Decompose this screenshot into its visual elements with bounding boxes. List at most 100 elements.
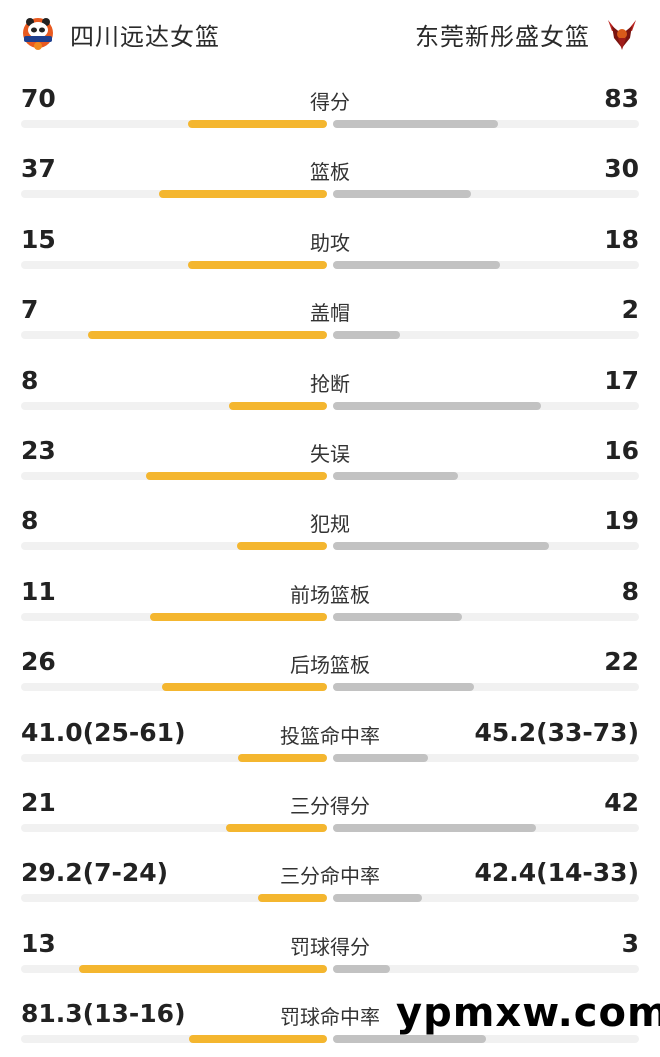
stat-label: 助攻 xyxy=(310,230,350,255)
home-stat-value: 13 xyxy=(21,928,56,958)
away-stat-value: 16 xyxy=(604,435,639,465)
away-stat-bar xyxy=(333,753,428,762)
away-stat-track xyxy=(333,683,639,692)
home-stat-value: 81.3(13-16) xyxy=(21,999,186,1029)
home-stat-track xyxy=(21,612,327,621)
home-stat-bar xyxy=(238,753,327,762)
home-stat-track xyxy=(21,471,327,480)
away-stat-bar xyxy=(333,964,390,973)
away-stat-bar xyxy=(333,260,500,269)
away-stat-track xyxy=(333,471,639,480)
away-stat-track xyxy=(333,823,639,832)
stat-label: 得分 xyxy=(310,90,350,114)
away-stat-bar xyxy=(333,1035,486,1044)
stat-row: 70 得分 83 xyxy=(0,72,660,142)
home-stat-track xyxy=(21,190,327,199)
home-stat-value: 37 xyxy=(21,154,56,184)
stat-row: 21 三分得分 42 xyxy=(0,776,660,846)
away-stat-track xyxy=(333,753,639,762)
home-stat-value: 26 xyxy=(21,647,56,677)
stat-label: 犯规 xyxy=(310,512,350,537)
away-stat-track xyxy=(333,120,639,128)
sichuan-panda-logo-icon xyxy=(23,18,53,50)
home-stat-bar xyxy=(146,471,327,480)
home-team[interactable]: 四川远达女篮 xyxy=(20,14,220,54)
stat-label: 罚球得分 xyxy=(290,934,370,959)
stat-row: 41.0(25-61) 投篮命中率 45.2(33-73) xyxy=(0,706,660,776)
away-stat-track xyxy=(333,260,639,269)
away-stat-value: 18 xyxy=(604,224,639,254)
home-stat-track xyxy=(21,683,327,692)
stat-row: 8 犯规 19 xyxy=(0,494,660,564)
away-stat-bar xyxy=(333,120,499,128)
away-stat-bar xyxy=(333,471,459,480)
stat-row: 23 失误 16 xyxy=(0,424,660,494)
away-stat-value: 19 xyxy=(604,506,639,536)
stat-label: 后场篮板 xyxy=(290,653,370,678)
stat-label: 抢断 xyxy=(310,371,350,396)
away-stat-track xyxy=(333,401,639,410)
home-stat-track xyxy=(21,1035,327,1044)
away-stat-value: 3 xyxy=(621,928,639,958)
away-stat-bar xyxy=(333,683,474,692)
stat-row: 81.3(13-16) 罚球命中率 xyxy=(0,987,660,1057)
stat-label: 罚球命中率 xyxy=(280,1005,380,1030)
home-stat-bar xyxy=(229,401,327,410)
away-team[interactable]: 东莞新彤盛女篮 xyxy=(415,14,640,54)
away-stat-track xyxy=(333,894,639,903)
stat-row: 11 前场篮板 8 xyxy=(0,565,660,635)
away-stat-bar xyxy=(333,331,401,340)
stat-row: 8 抢断 17 xyxy=(0,354,660,424)
home-stat-value: 8 xyxy=(21,365,39,395)
away-stat-value: 30 xyxy=(604,154,639,184)
home-stat-track xyxy=(21,753,327,762)
dongguan-phoenix-logo-icon xyxy=(608,20,636,50)
stat-row: 13 罚球得分 3 xyxy=(0,917,660,987)
home-stat-track xyxy=(21,964,327,973)
stat-row: 29.2(7-24) 三分命中率 42.4(14-33) xyxy=(0,846,660,916)
home-stat-value: 8 xyxy=(21,506,39,536)
stat-label: 失误 xyxy=(310,441,350,466)
home-stat-bar xyxy=(88,331,327,340)
home-stat-bar xyxy=(161,683,327,692)
home-stat-bar xyxy=(258,894,327,903)
home-stat-track xyxy=(21,894,327,903)
home-stat-bar xyxy=(187,260,327,269)
home-stat-bar xyxy=(149,612,327,621)
stat-label: 盖帽 xyxy=(310,301,350,326)
away-stat-value: 83 xyxy=(604,84,639,113)
home-stat-track xyxy=(21,823,327,832)
home-stat-value: 23 xyxy=(21,435,56,465)
home-stat-bar xyxy=(236,542,327,551)
away-stat-value: 45.2(33-73) xyxy=(474,717,640,747)
home-stat-track xyxy=(21,331,327,340)
home-stat-bar xyxy=(189,1035,327,1044)
stat-label: 投篮命中率 xyxy=(280,723,380,748)
stat-row: 26 后场篮板 22 xyxy=(0,635,660,705)
away-stat-track xyxy=(333,542,639,551)
away-stat-bar xyxy=(333,823,537,832)
away-stat-value: 22 xyxy=(604,647,639,677)
away-stat-value: 2 xyxy=(621,295,639,325)
away-stat-bar xyxy=(333,542,549,551)
home-stat-bar xyxy=(158,190,327,199)
away-stat-track xyxy=(333,331,639,340)
stat-label: 三分得分 xyxy=(290,793,370,818)
watermark-text: ypmxw.com xyxy=(396,990,660,1036)
home-stat-value: 15 xyxy=(21,224,56,254)
away-stat-bar xyxy=(333,894,422,903)
away-stat-bar xyxy=(333,190,471,199)
home-stat-bar xyxy=(79,964,327,973)
home-stat-track xyxy=(21,260,327,269)
home-stat-bar xyxy=(187,120,327,128)
home-stat-value: 41.0(25-61) xyxy=(21,717,186,747)
away-stat-track xyxy=(333,964,639,973)
stat-row: 37 篮板 30 xyxy=(0,142,660,212)
stat-label: 三分命中率 xyxy=(280,864,380,889)
stat-label: 前场篮板 xyxy=(290,582,370,607)
away-stat-track xyxy=(333,612,639,621)
away-stat-track xyxy=(333,190,639,199)
stat-row: 15 助攻 18 xyxy=(0,213,660,283)
home-stat-track xyxy=(21,401,327,410)
home-stat-value: 70 xyxy=(21,84,56,113)
